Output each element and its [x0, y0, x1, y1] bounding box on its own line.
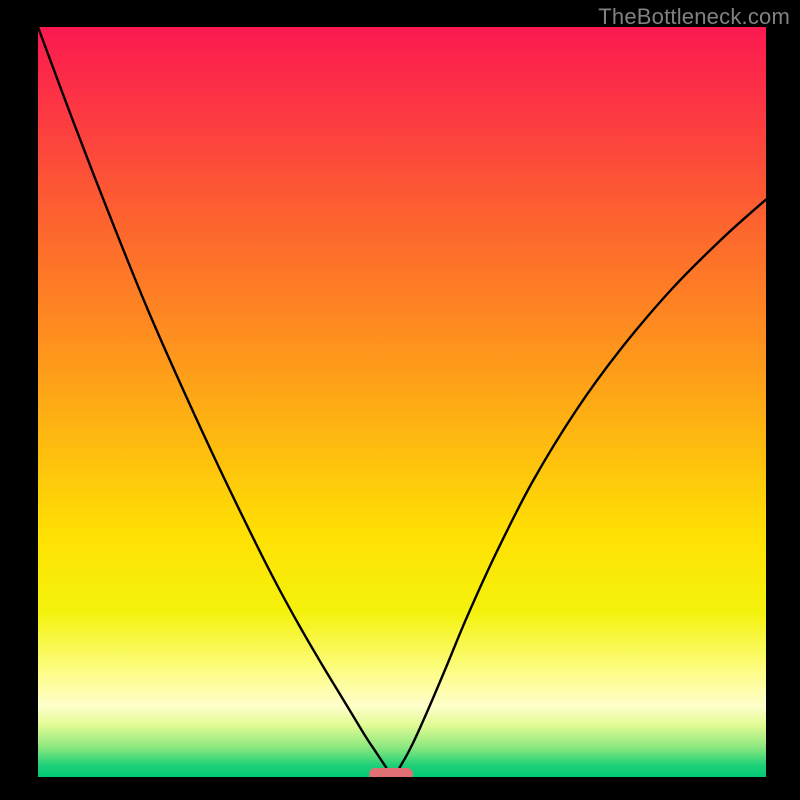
watermark-text: TheBottleneck.com [598, 4, 790, 30]
chart-stage: TheBottleneck.com [0, 0, 800, 800]
plot-background [38, 27, 766, 777]
chart-svg [0, 0, 800, 800]
